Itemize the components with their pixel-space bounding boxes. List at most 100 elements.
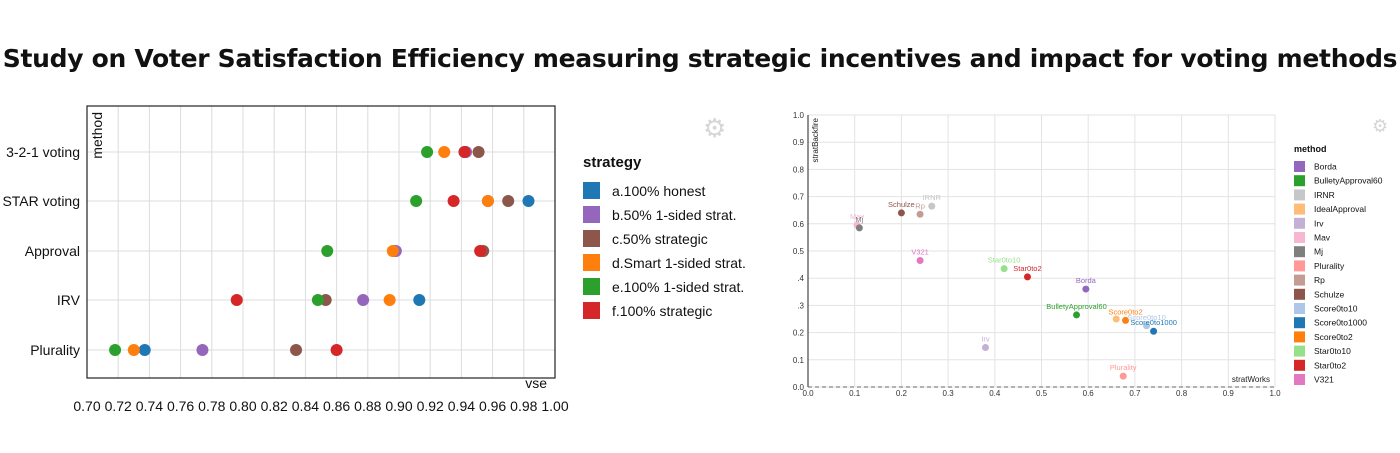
- legend-label: d.Smart 1-sided strat.: [612, 255, 746, 271]
- data-label: Borda: [1076, 276, 1097, 285]
- data-label: Plurality: [1110, 363, 1137, 372]
- gear-icon[interactable]: ⚙: [1372, 116, 1389, 136]
- y-tick-label: 0.2: [793, 329, 805, 338]
- x-tick-label: 0.78: [198, 398, 225, 414]
- x-tick-label: 0.3: [943, 389, 955, 398]
- data-point: [311, 294, 324, 306]
- legend-label: V321: [1314, 375, 1334, 385]
- y-tick-label: 0.9: [793, 138, 805, 147]
- data-point: [447, 195, 460, 207]
- data-point: [421, 146, 434, 158]
- legend-label: Mav: [1314, 233, 1331, 243]
- legend-label: Plurality: [1314, 261, 1345, 271]
- data-point: [196, 344, 209, 356]
- data-point: [481, 195, 494, 207]
- legend-label: Rp: [1314, 275, 1325, 285]
- legend-swatch: [1294, 161, 1305, 172]
- data-label: Rp: [915, 201, 925, 210]
- x-tick-label: 0.7: [1129, 389, 1141, 398]
- data-label: Irv: [981, 335, 990, 344]
- y-tick-label: 0.1: [793, 356, 805, 365]
- legend-label: BulletyApproval60: [1314, 176, 1383, 186]
- data-point: [855, 224, 863, 232]
- data-label: Star0to2: [1013, 264, 1041, 273]
- data-point: [474, 245, 487, 257]
- data-point: [928, 202, 936, 210]
- legend-label: Score0to2: [1314, 332, 1353, 342]
- x-tick-label: 0.70: [73, 398, 100, 414]
- y-tick-label: .4: [797, 274, 804, 283]
- data-point: [410, 195, 423, 207]
- plot-frame: [86, 105, 556, 379]
- legend-label: Borda: [1314, 162, 1337, 172]
- legend-label: a.100% honest: [612, 183, 706, 199]
- y-tick-label: Plurality: [30, 342, 80, 358]
- data-label: Mj: [855, 215, 863, 224]
- x-tick-label: 0.4: [989, 389, 1001, 398]
- legend-swatch: [1294, 175, 1305, 187]
- y-tick-label: 0.6: [793, 220, 805, 229]
- data-point: [330, 344, 343, 356]
- legend-swatch: [583, 254, 600, 271]
- gear-icon[interactable]: ⚙: [703, 113, 727, 143]
- x-tick-label: 0.86: [323, 398, 350, 414]
- legend-swatch: [1294, 274, 1305, 286]
- legend-label: Irv: [1314, 218, 1324, 228]
- data-point: [1082, 285, 1090, 293]
- legend-swatch: [583, 278, 600, 295]
- x-axis-label: vse: [525, 375, 547, 391]
- data-label: V321: [911, 248, 929, 257]
- data-point: [981, 344, 989, 352]
- y-axis-label: stratBackfire: [811, 117, 820, 162]
- legend-swatch: [1294, 331, 1305, 343]
- data-point: [916, 257, 924, 265]
- x-tick-label: 0.82: [261, 398, 288, 414]
- y-tick-label: STAR voting: [2, 193, 80, 209]
- x-tick-label: 0.80: [229, 398, 256, 414]
- legend-label: c.50% strategic: [612, 231, 708, 247]
- legend-swatch: [583, 206, 600, 223]
- data-point: [1112, 315, 1120, 323]
- data-point: [1000, 265, 1008, 273]
- data-label: Star0to10: [988, 256, 1021, 265]
- data-point: [522, 195, 535, 207]
- legend-swatch: [1294, 374, 1305, 385]
- y-tick-label: IRV: [57, 292, 81, 308]
- legend-label: IdealApproval: [1314, 204, 1366, 214]
- x-tick-label: 0.0: [802, 389, 814, 398]
- legend-swatch: [1294, 189, 1305, 201]
- x-tick-label: 0.2: [896, 389, 908, 398]
- data-point: [386, 245, 399, 257]
- legend-swatch: [1294, 203, 1305, 215]
- legend-label: f.100% strategic: [612, 303, 712, 319]
- y-tick-label: Approval: [25, 243, 80, 259]
- data-point: [472, 146, 485, 158]
- x-tick-label: 1.00: [541, 398, 568, 414]
- y-tick-label: 1.0: [793, 111, 805, 120]
- data-label: Score0to2: [1108, 307, 1142, 316]
- legend-label: IRNR: [1314, 190, 1335, 200]
- data-point: [1143, 322, 1151, 330]
- data-point: [1073, 311, 1081, 319]
- legend-label: Score0to10: [1314, 304, 1358, 314]
- legend-swatch: [1294, 288, 1305, 300]
- data-label: IRNR: [923, 193, 942, 202]
- legend-label: b.50% 1-sided strat.: [612, 207, 737, 223]
- legend-label: Star0to10: [1314, 346, 1351, 356]
- y-tick-label: 3-2-1 voting: [6, 144, 80, 160]
- legend-label: Mj: [1314, 247, 1323, 257]
- y-axis-label: method: [89, 112, 105, 159]
- legend-swatch: [1294, 217, 1305, 229]
- y-tick-label: 0.8: [793, 165, 805, 174]
- data-point: [138, 344, 151, 356]
- legend-swatch: [1294, 345, 1305, 357]
- x-tick-label: 0.94: [448, 398, 475, 414]
- legend-title: strategy: [583, 154, 642, 171]
- data-point: [438, 146, 451, 158]
- data-label: BulletyApproval60: [1046, 302, 1106, 311]
- x-tick-label: 0.1: [849, 389, 861, 398]
- legend-swatch: [1294, 317, 1305, 329]
- legend-label: Score0to1000: [1314, 318, 1367, 328]
- x-tick-label: 0.74: [136, 398, 163, 414]
